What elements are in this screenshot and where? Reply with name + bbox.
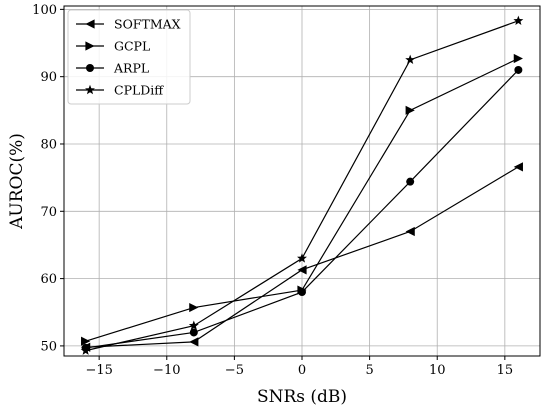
data-point-softmax <box>189 337 199 347</box>
series-group <box>80 15 524 355</box>
y-tick-label: 90 <box>40 70 57 85</box>
y-tick-label: 50 <box>40 339 57 354</box>
legend-item-softmax: SOFTMAX <box>76 17 181 32</box>
legend-item-gcpl: GCPL <box>76 39 150 54</box>
legend-label-cpldiff: CPLDiff <box>114 83 164 98</box>
y-tick-label: 80 <box>40 137 57 152</box>
y-tick-label: 70 <box>40 205 57 220</box>
y-tick-label: 60 <box>40 272 57 287</box>
legend-marker-softmax <box>85 19 95 29</box>
x-tick-label: 10 <box>429 363 446 378</box>
series-arpl <box>81 65 523 352</box>
y-axis-title: AUROC(%) <box>7 133 27 230</box>
data-point-gcpl <box>189 302 199 313</box>
legend-marker-arpl <box>86 64 94 72</box>
data-point-arpl <box>189 328 198 337</box>
legend-marker-gcpl <box>85 41 95 51</box>
y-tick-label: 100 <box>32 3 57 18</box>
data-point-softmax <box>405 226 415 237</box>
legend: SOFTMAX GCPL ARPL CPLDiff <box>67 9 191 105</box>
data-point-cpldiff <box>80 345 91 355</box>
legend-item-arpl: ARPL <box>76 61 149 76</box>
x-tick-label: 5 <box>365 363 373 378</box>
x-axis-title: SNRs (dB) <box>257 387 347 407</box>
data-point-arpl <box>298 288 306 297</box>
legend-label-softmax: SOFTMAX <box>114 17 181 32</box>
data-point-gcpl <box>405 105 415 115</box>
x-tick-label: 0 <box>298 363 306 378</box>
data-point-cpldiff <box>188 320 199 330</box>
series-cpldiff <box>80 15 524 355</box>
x-tick-label: −15 <box>85 363 112 378</box>
data-point-gcpl <box>81 336 91 346</box>
axis-ticks: −15 −10 −5 0 5 10 15 50 60 70 80 90 100 <box>32 3 513 378</box>
legend-item-cpldiff: CPLDiff <box>76 83 164 98</box>
x-tick-label: 15 <box>497 363 514 378</box>
legend-label-arpl: ARPL <box>113 61 149 76</box>
data-point-cpldiff <box>405 54 416 65</box>
data-point-cpldiff <box>513 15 524 26</box>
x-tick-label: −10 <box>153 363 180 378</box>
data-point-softmax <box>297 265 307 275</box>
legend-marker-cpldiff <box>85 84 95 95</box>
data-point-softmax <box>513 162 523 172</box>
data-point-arpl <box>514 65 523 74</box>
data-point-gcpl <box>513 53 523 64</box>
data-point-cpldiff <box>297 253 307 263</box>
legend-box <box>67 9 191 105</box>
plot-frame <box>63 5 541 357</box>
x-tick-label: −5 <box>225 363 244 378</box>
legend-label-gcpl: GCPL <box>114 39 150 54</box>
data-point-arpl <box>406 177 415 186</box>
